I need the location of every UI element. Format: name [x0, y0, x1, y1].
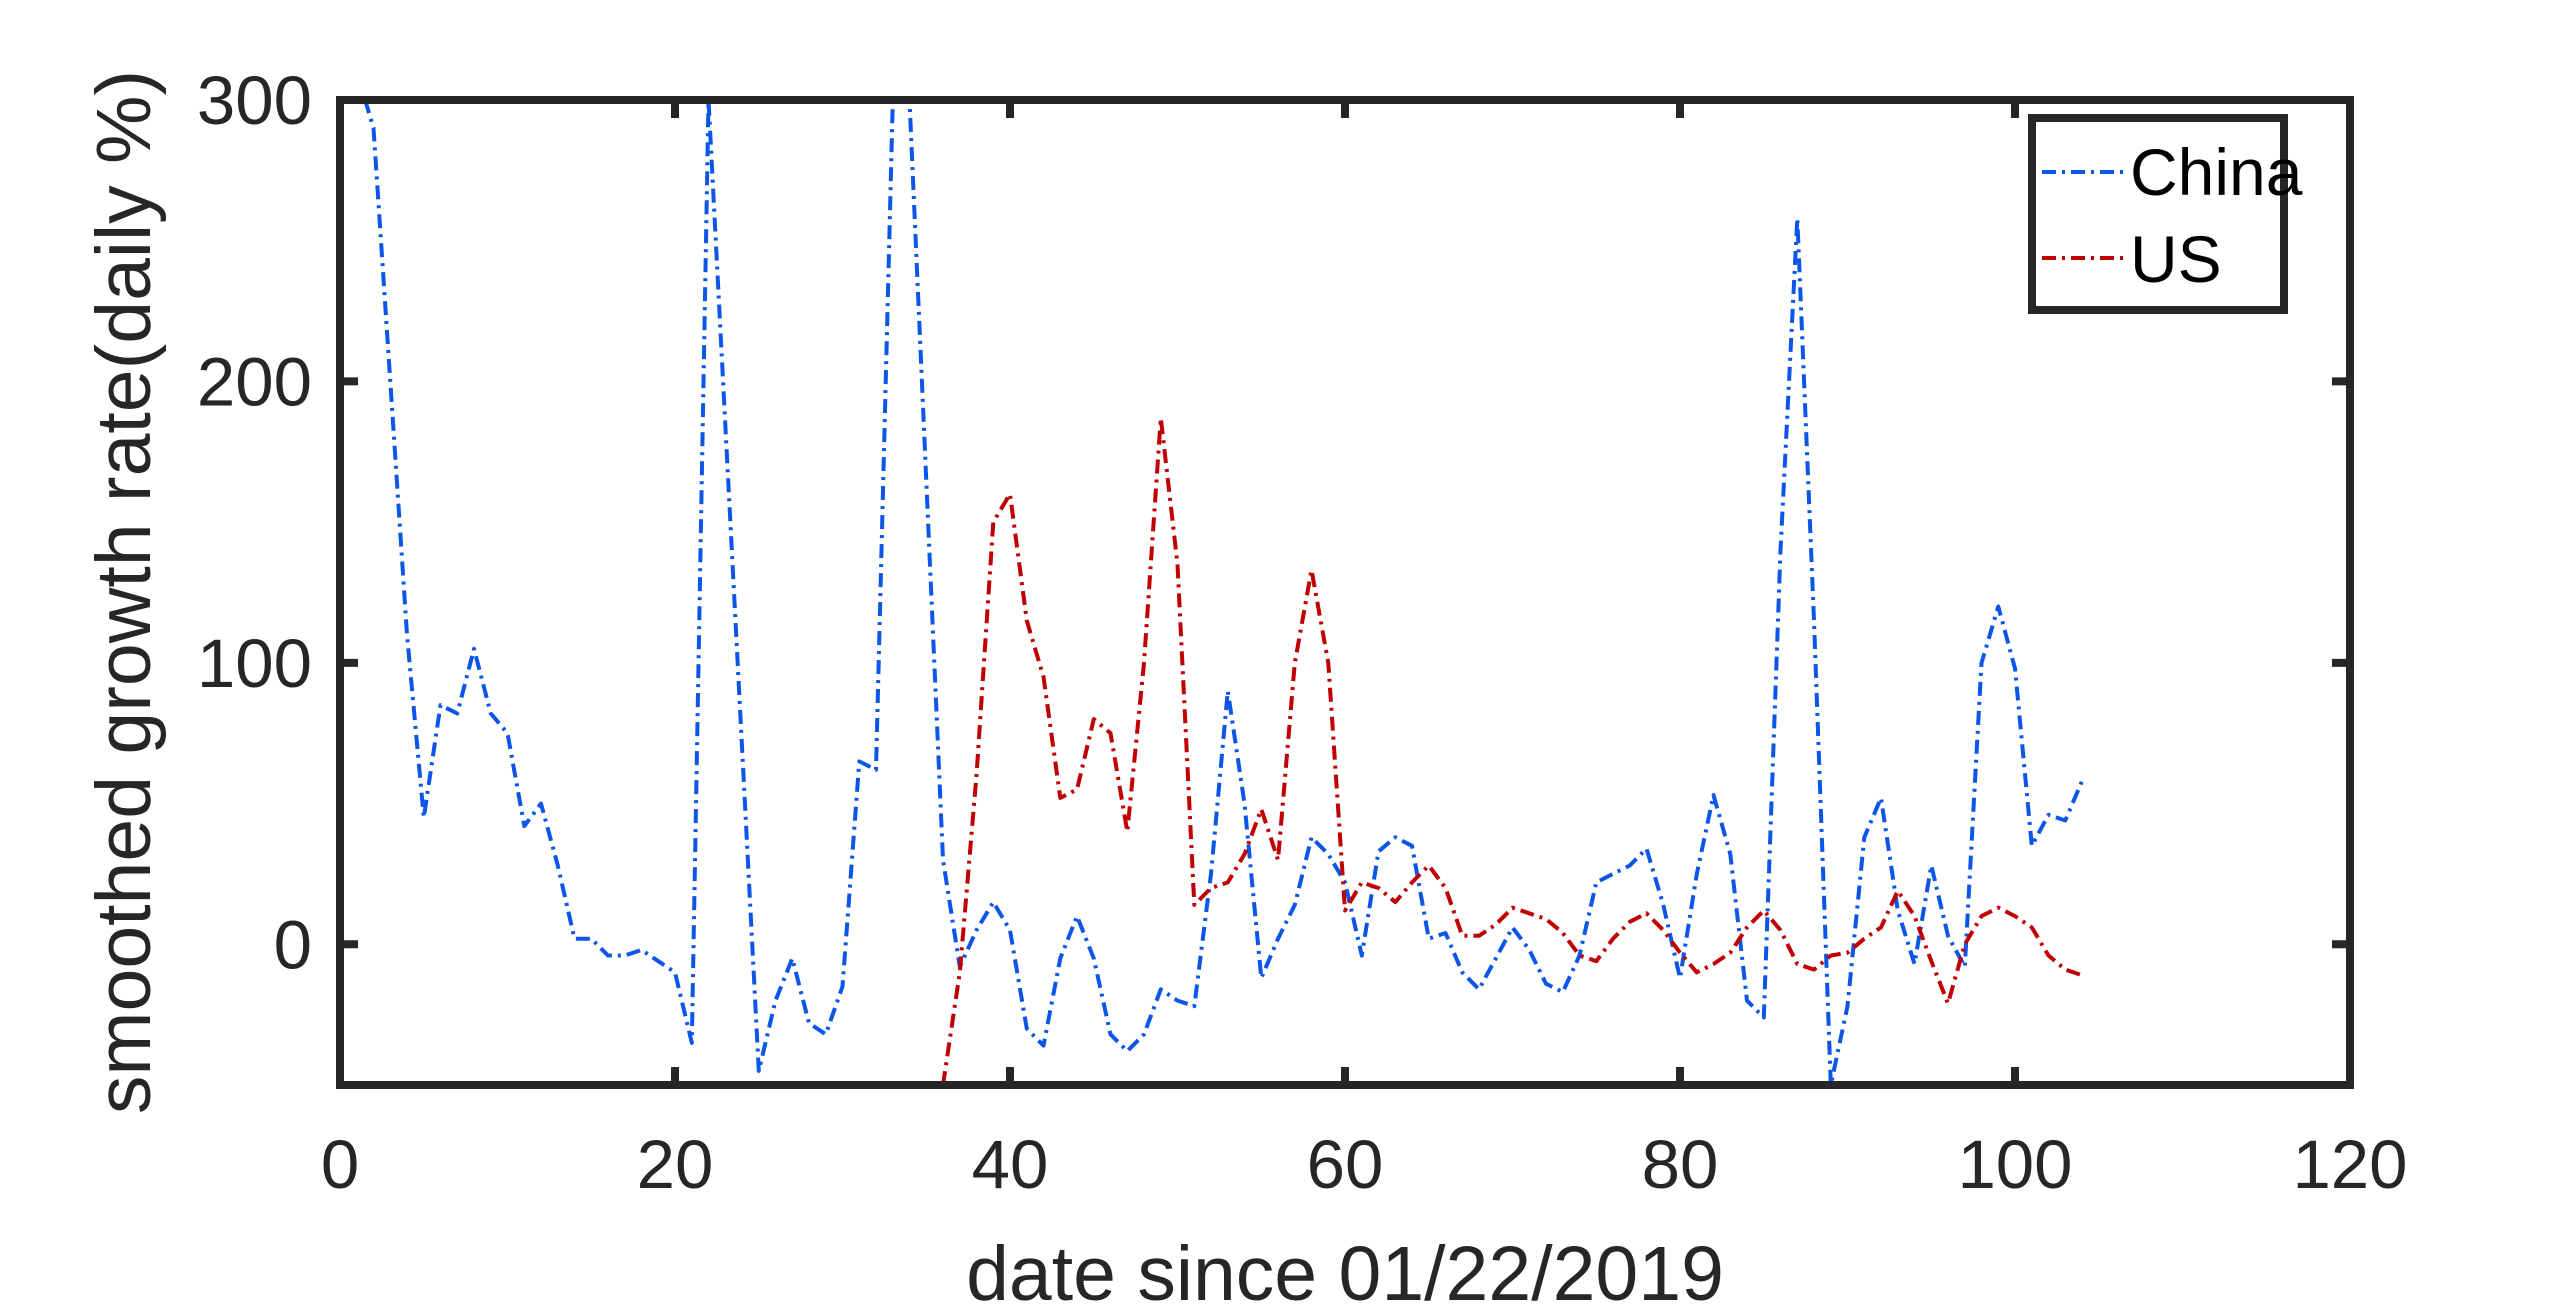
x-tick-label: 20 — [637, 1126, 714, 1203]
legend-label-china: China — [2130, 135, 2303, 209]
tick-layer: 0 20 40 60 80 100 120 0 100 200 300 — [197, 62, 2408, 1203]
x-tick-label: 120 — [2292, 1126, 2407, 1203]
y-tick-label: 0 — [274, 906, 312, 983]
x-tick-label: 60 — [1307, 1126, 1384, 1203]
x-tick-label: 100 — [1957, 1126, 2072, 1203]
series-line-china — [363, 100, 2084, 1085]
x-axis-title: date since 01/22/2019 — [966, 1231, 1724, 1304]
y-tick-label: 100 — [197, 625, 312, 702]
series-layer — [363, 100, 2084, 1085]
x-tick-label: 40 — [972, 1126, 1049, 1203]
y-tick-label: 300 — [197, 62, 312, 139]
legend-box — [2028, 114, 2288, 314]
y-axis-title: smoothed growth rate(daily %) — [81, 70, 167, 1114]
x-tick-label: 80 — [1642, 1126, 1719, 1203]
legend: China US — [2028, 114, 2303, 314]
series-line-us — [941, 416, 2083, 1085]
legend-label-us: US — [2130, 222, 2222, 296]
y-tick-label: 200 — [197, 343, 312, 420]
x-tick-label: 0 — [321, 1126, 359, 1203]
